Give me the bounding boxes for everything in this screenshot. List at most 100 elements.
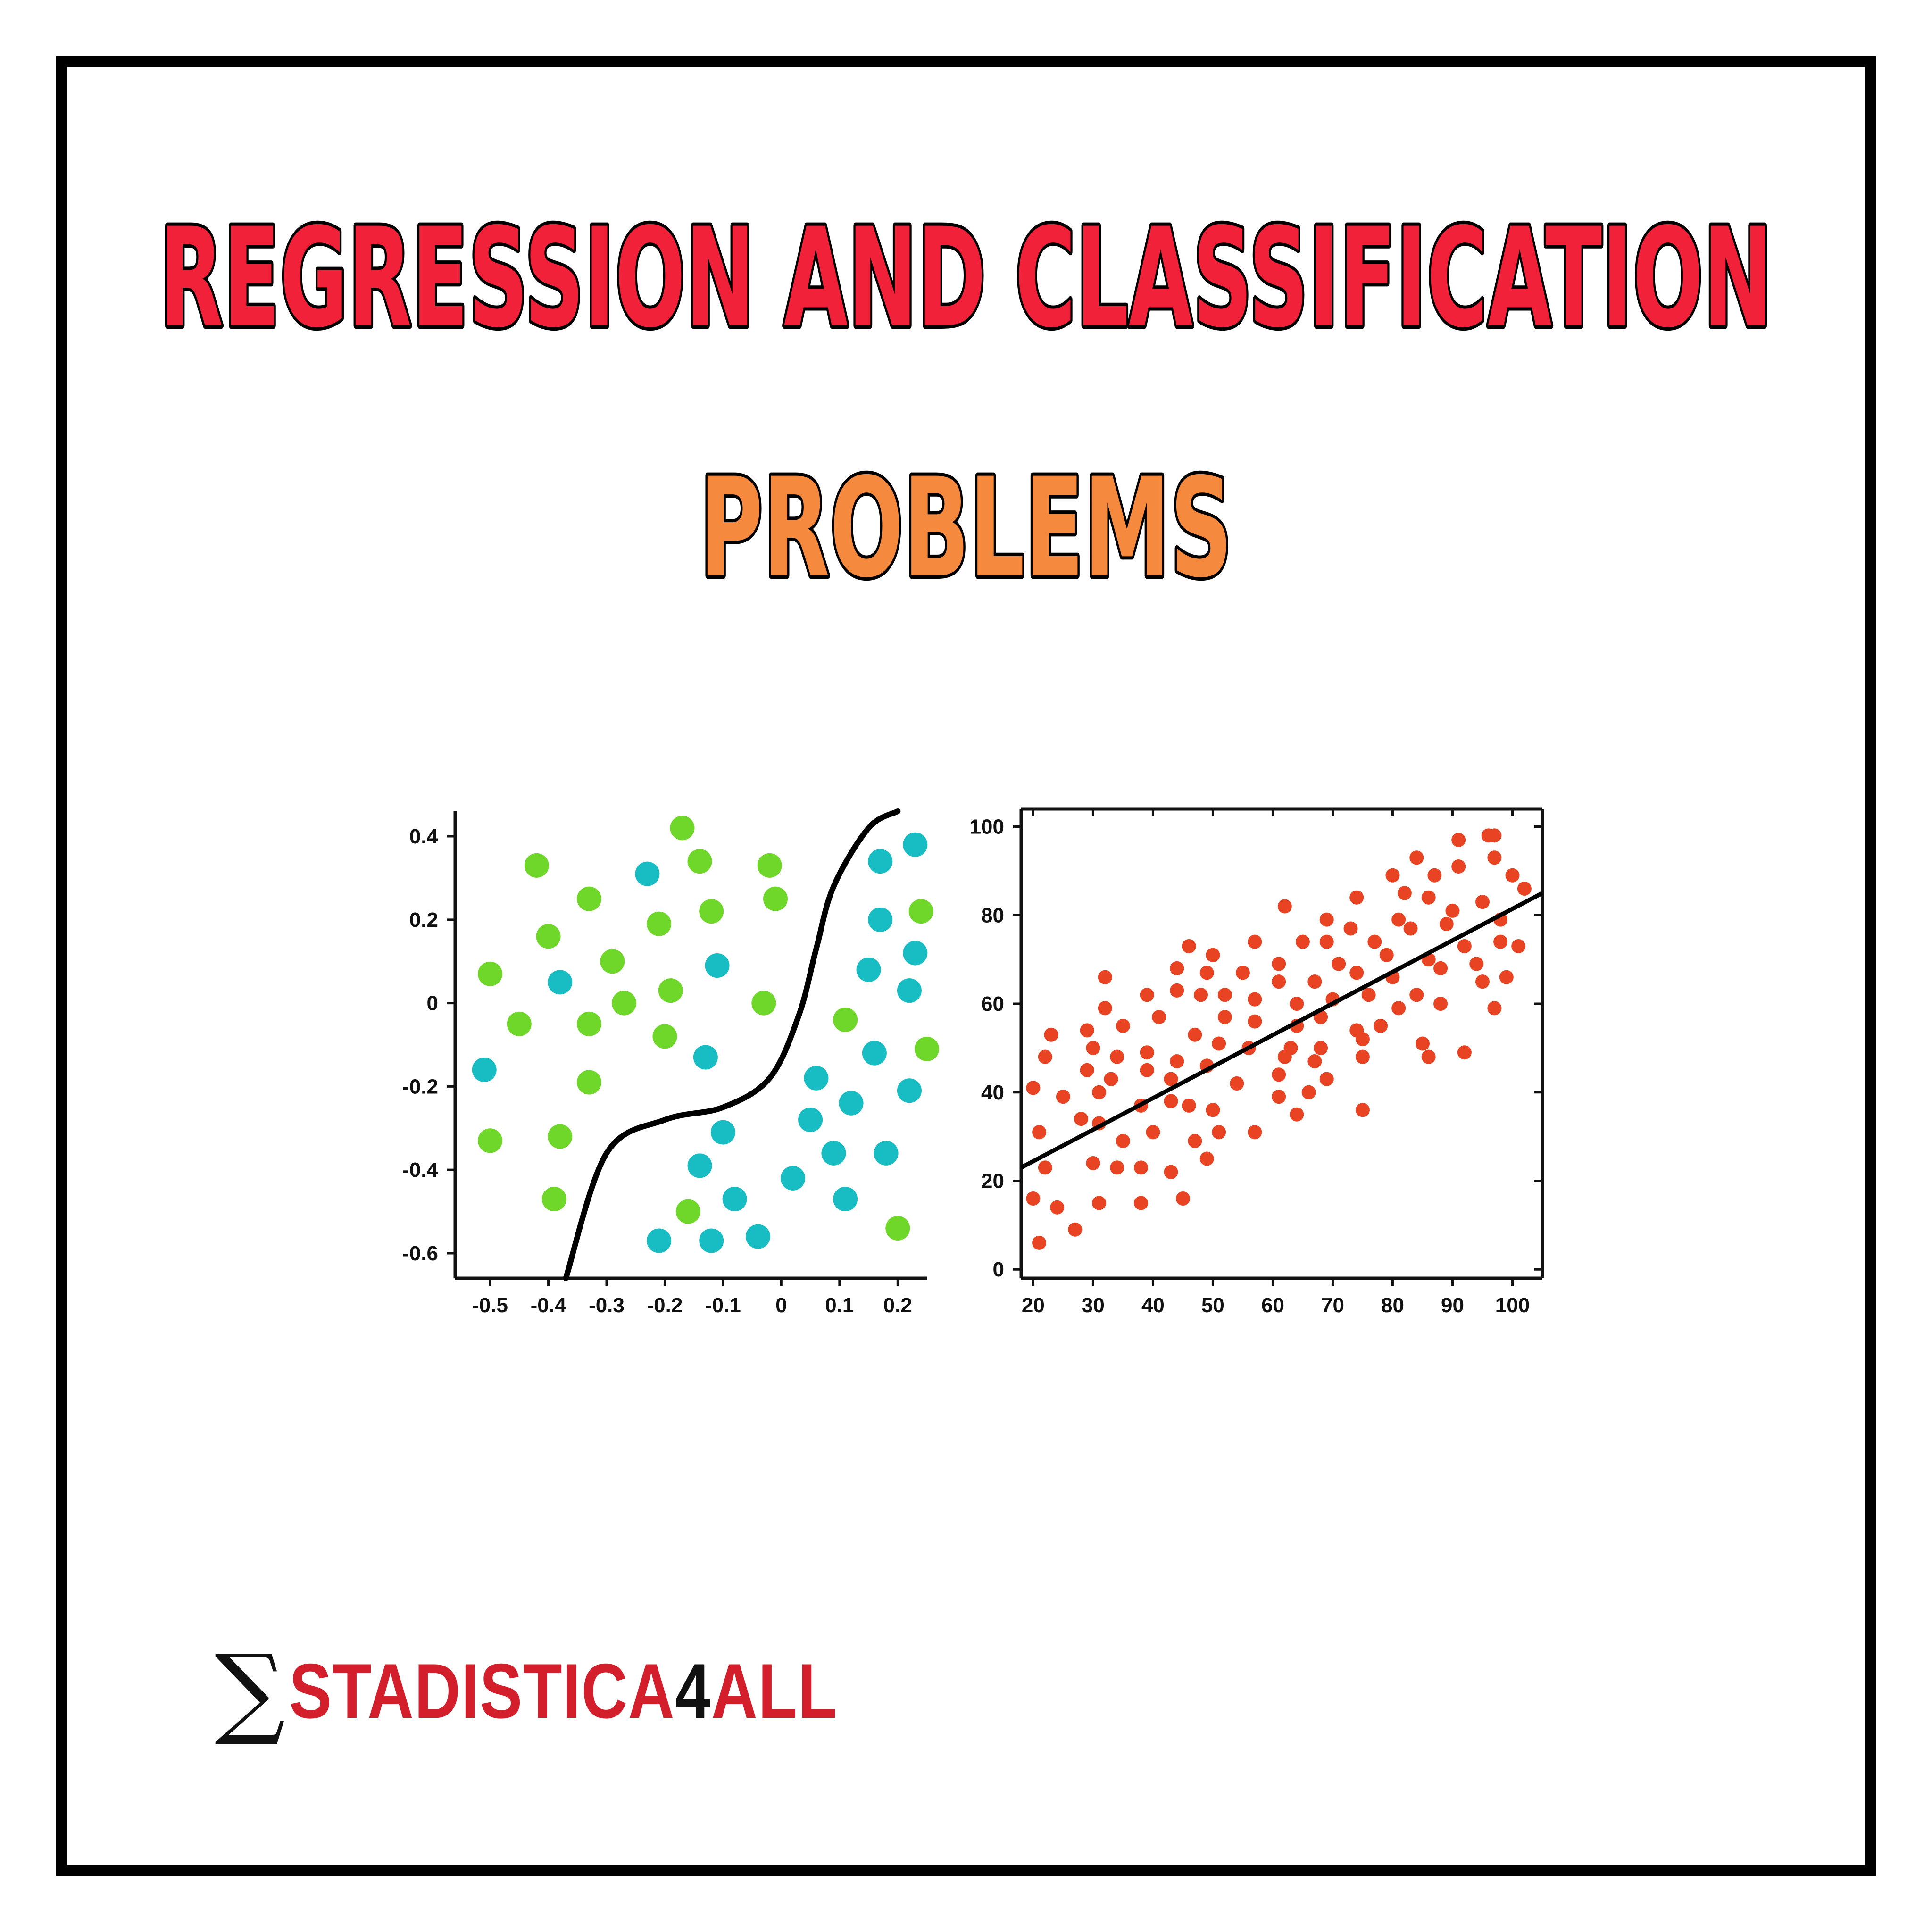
data-point-series-0 bbox=[687, 849, 712, 874]
data-point-series-0 bbox=[1451, 833, 1466, 847]
data-point-series-0 bbox=[1116, 1018, 1130, 1033]
data-point-series-0 bbox=[541, 1187, 566, 1212]
data-point-series-0 bbox=[1451, 859, 1466, 874]
data-point-series-0 bbox=[576, 1070, 601, 1095]
data-point-series-0 bbox=[1032, 1235, 1047, 1250]
data-point-series-1 bbox=[693, 1045, 718, 1070]
data-point-series-0 bbox=[1164, 1072, 1178, 1086]
data-point-series-0 bbox=[1361, 988, 1376, 1002]
data-point-series-0 bbox=[1409, 988, 1424, 1002]
data-point-series-0 bbox=[1445, 903, 1460, 918]
data-point-series-0 bbox=[1314, 1041, 1328, 1055]
data-point-series-0 bbox=[763, 886, 788, 911]
x-tick-label: -0.1 bbox=[705, 1294, 741, 1317]
classification-chart: 0.4 0.2 0 -0.2 -0.4 -0.6 -0.5 -0.4 -0.3 -0.2 -0.1 0… bbox=[402, 808, 939, 1317]
data-point-series-0 bbox=[1056, 1090, 1070, 1104]
data-point-series-0 bbox=[1421, 1049, 1436, 1064]
data-point-series-0 bbox=[1026, 1191, 1041, 1206]
data-point-series-0 bbox=[478, 1128, 503, 1153]
data-point-series-0 bbox=[1397, 886, 1412, 900]
sigma-icon: ∑ bbox=[215, 1633, 285, 1749]
data-point-series-0 bbox=[1487, 850, 1502, 865]
data-point-series-0 bbox=[1385, 868, 1400, 883]
data-point-series-1 bbox=[635, 861, 660, 886]
data-point-series-0 bbox=[1044, 1027, 1058, 1042]
data-point-series-0 bbox=[1098, 1001, 1112, 1016]
x-tick-label: 70 bbox=[1321, 1294, 1344, 1317]
brand-logo: ∑ STADISTICA4ALL bbox=[215, 1633, 958, 1749]
data-point-series-0 bbox=[1439, 917, 1454, 932]
data-point-series-0 bbox=[1217, 988, 1232, 1002]
data-point-series-0 bbox=[1206, 948, 1220, 962]
brand-text-start: STADISTICA bbox=[289, 1648, 675, 1734]
data-point-series-0 bbox=[1182, 939, 1196, 953]
x-tick-label: 50 bbox=[1201, 1294, 1224, 1317]
data-point-series-0 bbox=[1475, 974, 1490, 989]
x-tick-label: 40 bbox=[1141, 1294, 1165, 1317]
data-point-series-0 bbox=[1409, 850, 1424, 865]
data-point-series-0 bbox=[1272, 957, 1286, 971]
data-point-series-0 bbox=[1319, 1072, 1334, 1086]
data-point-series-0 bbox=[1457, 939, 1472, 953]
title-line-1: REGRESSION AND CLASSIFICATION bbox=[159, 199, 1773, 358]
data-point-series-1 bbox=[472, 1058, 497, 1083]
data-point-series-1 bbox=[839, 1091, 864, 1116]
data-point-series-0 bbox=[658, 978, 683, 1003]
data-point-series-0 bbox=[1355, 1103, 1370, 1117]
data-point-series-0 bbox=[1248, 1014, 1262, 1029]
data-point-series-1 bbox=[897, 1078, 922, 1103]
data-point-series-0 bbox=[1164, 1165, 1178, 1179]
data-point-series-0 bbox=[1290, 1107, 1304, 1122]
data-point-series-0 bbox=[751, 991, 776, 1016]
x-tick-label: -0.2 bbox=[647, 1294, 683, 1317]
charts-area: 0.4 0.2 0 -0.2 -0.4 -0.6 -0.5 -0.4 -0.3 -0.2 -0.1 0… bbox=[402, 807, 1544, 1317]
data-point-series-0 bbox=[1194, 988, 1208, 1002]
data-point-series-0 bbox=[1134, 1196, 1149, 1210]
data-point-series-0 bbox=[1074, 1112, 1089, 1126]
data-point-series-0 bbox=[1349, 966, 1364, 980]
data-point-series-0 bbox=[1026, 1081, 1041, 1095]
y-tick-label: 0 bbox=[427, 992, 438, 1015]
y-tick-label: 60 bbox=[981, 992, 1004, 1016]
data-point-series-0 bbox=[1110, 1049, 1124, 1064]
data-point-series-0 bbox=[1050, 1200, 1065, 1215]
data-point-series-0 bbox=[757, 853, 782, 878]
data-point-series-0 bbox=[1038, 1049, 1052, 1064]
trend-line bbox=[1020, 891, 1544, 1170]
data-point-series-0 bbox=[1487, 828, 1502, 843]
brand-wordmark: STADISTICA4ALL bbox=[289, 1646, 838, 1736]
data-point-series-0 bbox=[548, 1124, 573, 1149]
data-point-series-1 bbox=[868, 907, 893, 932]
data-point-series-0 bbox=[1152, 1010, 1166, 1024]
data-point-series-0 bbox=[1332, 957, 1346, 971]
data-point-series-0 bbox=[1212, 1036, 1226, 1051]
data-point-series-0 bbox=[1248, 992, 1262, 1007]
x-tick-label: 0 bbox=[775, 1294, 787, 1317]
data-point-series-0 bbox=[1134, 1160, 1149, 1175]
data-point-series-0 bbox=[1140, 1045, 1154, 1060]
x-tick-label: 90 bbox=[1441, 1294, 1464, 1317]
data-point-series-0 bbox=[1098, 970, 1112, 984]
brand-text-end: ALL bbox=[711, 1648, 838, 1734]
data-point-series-1 bbox=[745, 1224, 770, 1249]
x-tick-label: -0.5 bbox=[472, 1294, 508, 1317]
data-point-series-0 bbox=[1140, 1063, 1154, 1077]
data-point-series-1 bbox=[705, 953, 730, 978]
data-point-series-0 bbox=[1415, 1036, 1430, 1051]
data-point-series-0 bbox=[536, 924, 561, 949]
x-tick-label: -0.3 bbox=[589, 1294, 625, 1317]
data-point-series-0 bbox=[1212, 1125, 1226, 1140]
data-point-series-0 bbox=[1248, 1125, 1262, 1140]
regression-chart: 0 20 40 60 80 100 20 30 40 50 60 70 80 90 100 bbox=[970, 807, 1544, 1317]
data-point-series-0 bbox=[1355, 1032, 1370, 1047]
data-point-series-0 bbox=[1319, 934, 1334, 949]
y-tick-label: 0 bbox=[993, 1258, 1004, 1281]
data-point-series-0 bbox=[1235, 966, 1250, 980]
y-tick-label: 100 bbox=[970, 816, 1004, 839]
data-point-series-0 bbox=[1355, 1049, 1370, 1064]
data-point-series-0 bbox=[576, 1011, 601, 1036]
y-tick-label: -0.6 bbox=[402, 1242, 438, 1265]
data-point-series-0 bbox=[1283, 1041, 1298, 1055]
data-point-series-0 bbox=[1146, 1125, 1160, 1140]
brand-digit: 4 bbox=[675, 1648, 711, 1734]
